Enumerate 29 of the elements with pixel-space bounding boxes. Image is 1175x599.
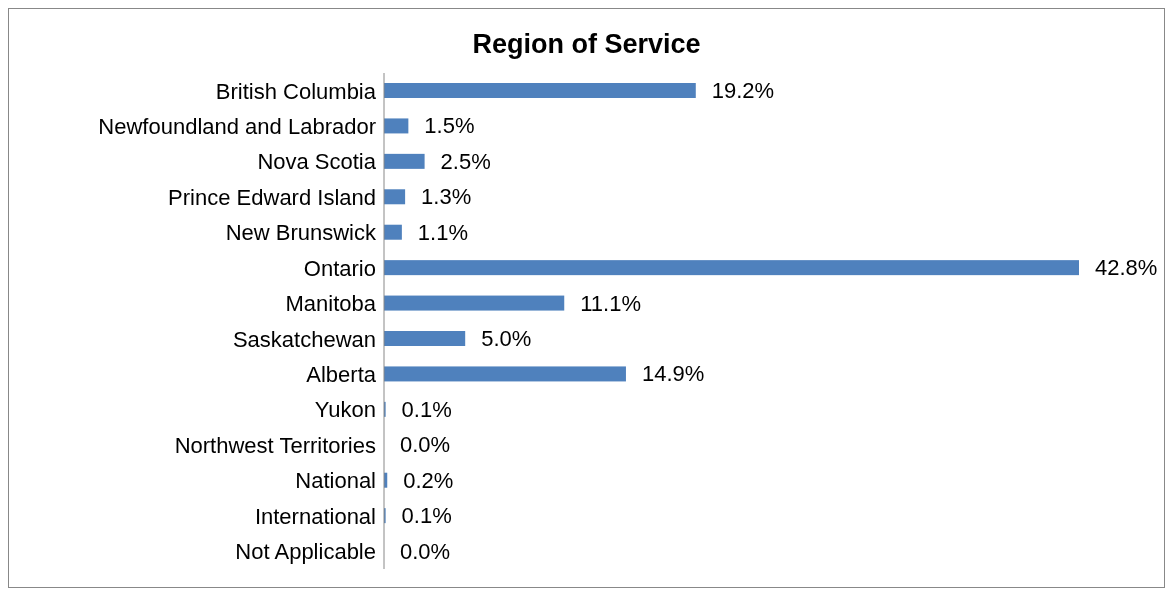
data-label: 14.9% [641,361,705,387]
y-tick-label: Alberta [306,361,377,387]
y-tick-label: Northwest Territories [174,432,376,458]
y-tick-label: National [295,468,376,494]
data-label: 0.0% [400,538,451,564]
y-tick-label: Not Applicable [235,539,376,565]
y-tick-label: New Brunswick [225,220,377,246]
data-label: 0.0% [400,432,451,458]
y-tick-label: Nova Scotia [257,149,377,175]
y-tick-label: Ontario [303,255,376,281]
y-tick-label: Manitoba [285,291,377,317]
data-label: 0.2% [403,467,454,493]
data-label: 2.5% [440,148,491,174]
chart-title: Region of Service [471,28,702,61]
y-tick-label: International [254,503,376,529]
data-label: 5.0% [481,326,532,351]
data-label: 42.8% [1095,255,1158,281]
y-tick-label: Newfoundland and Labrador [98,113,376,139]
y-tick-label: Yukon [314,397,376,423]
data-label: 0.1% [401,396,452,422]
y-tick-label: Saskatchewan [232,326,376,352]
data-label: 1.5% [424,113,475,139]
y-tick-label: British Columbia [215,78,377,104]
data-label: 0.1% [401,503,452,529]
data-label: 1.3% [421,184,472,210]
data-label: 1.1% [417,219,469,245]
data-label: 19.2% [711,78,775,103]
y-tick-label: Prince Edward Island [168,184,376,210]
data-label: 11.1% [580,290,641,316]
